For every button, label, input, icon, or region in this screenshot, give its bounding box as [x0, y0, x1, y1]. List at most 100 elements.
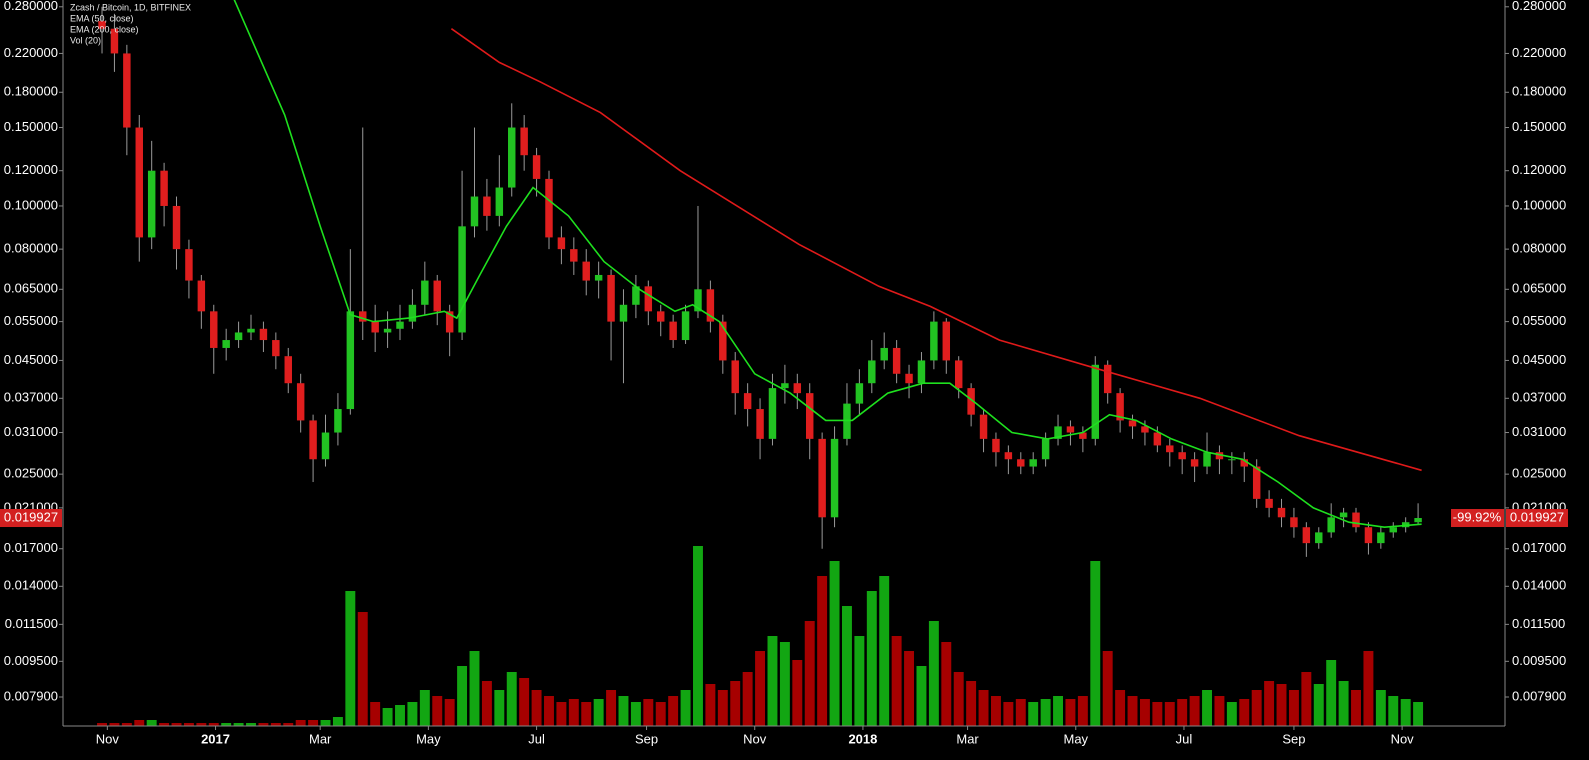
volume-bar — [1077, 696, 1088, 726]
volume-bar — [841, 606, 852, 726]
candle-body — [843, 403, 851, 439]
candle-body — [259, 328, 268, 341]
y-tick-label: 0.025000 — [1512, 466, 1566, 481]
candle-body — [570, 249, 578, 262]
candle-body — [197, 280, 206, 312]
x-tick-label: Sep — [635, 731, 658, 746]
volume-bar — [97, 723, 107, 726]
volume-bar — [308, 720, 319, 726]
volume-bar — [879, 576, 890, 726]
candle-body — [359, 311, 367, 322]
volume-bar — [283, 723, 294, 726]
volume-bar — [941, 642, 952, 726]
y-tick-label: 0.150000 — [4, 119, 58, 134]
volume-bar — [1288, 690, 1299, 726]
y-tick-label: 0.100000 — [4, 197, 58, 212]
y-tick-label: 0.007900 — [4, 688, 58, 703]
volume-bar — [1251, 690, 1262, 726]
y-tick-label: 0.280000 — [1512, 0, 1566, 13]
candle-body — [222, 340, 230, 348]
candle-body — [433, 280, 441, 312]
volume-bar — [1388, 696, 1399, 726]
candle-body — [657, 311, 665, 322]
y-tick-label: 0.009500 — [4, 653, 58, 668]
volume-bar — [1226, 702, 1237, 726]
candle-body — [1066, 426, 1075, 433]
volume-bar — [1065, 699, 1076, 726]
volume-bar — [854, 636, 865, 726]
y-tick-label: 0.055000 — [1512, 313, 1566, 328]
candle-body — [1141, 426, 1149, 433]
candle-body — [545, 178, 553, 238]
volume-bar — [531, 690, 542, 726]
y-tick-label: 0.065000 — [4, 281, 58, 296]
volume-bar — [481, 681, 492, 726]
volume-bar — [568, 699, 579, 726]
candle-body — [135, 127, 143, 238]
candle-body — [1103, 364, 1112, 394]
volume-bar — [1363, 651, 1374, 726]
volume-bar — [606, 690, 617, 726]
volume-bar — [779, 642, 790, 726]
x-tick-label: 2018 — [848, 731, 877, 746]
volume-bar — [1338, 681, 1349, 726]
x-tick-label: Mar — [309, 731, 332, 746]
volume-bar — [196, 723, 207, 726]
volume-bar — [506, 672, 517, 726]
candle-body — [1215, 452, 1224, 460]
candle-body — [147, 170, 156, 238]
candle-body — [644, 286, 653, 312]
candle-body — [1364, 527, 1373, 544]
y-tick-label: 0.065000 — [1512, 281, 1566, 296]
candle-body — [719, 321, 727, 361]
volume-bar — [469, 651, 480, 726]
volume-bar — [804, 621, 815, 726]
volume-bar — [432, 696, 443, 726]
candle-body — [346, 311, 355, 410]
y-tick-label: 0.011500 — [1512, 616, 1565, 631]
candle-body — [383, 328, 392, 333]
price-marker — [0, 509, 62, 528]
x-tick-label: Jul — [1176, 731, 1193, 746]
candle-body — [781, 383, 789, 389]
candle-body — [160, 170, 168, 206]
x-tick-label: Jul — [528, 731, 545, 746]
legend-entry: EMA (50, close) — [70, 13, 134, 23]
volume-bar — [556, 702, 567, 726]
candle-body — [582, 261, 590, 281]
candle-body — [1128, 420, 1137, 427]
price-label: 0.019927 — [4, 509, 58, 524]
volume-bar — [332, 717, 343, 726]
candle-body — [185, 249, 193, 281]
candle-body — [1352, 512, 1360, 528]
y-tick-label: 0.025000 — [4, 466, 58, 481]
volume-bar — [258, 723, 269, 726]
volume-bar — [109, 723, 120, 726]
candle-body — [234, 332, 243, 341]
candle-body — [892, 347, 901, 374]
x-tick-label: Mar — [956, 731, 979, 746]
x-tick-label: Nov — [1391, 731, 1415, 746]
change-marker — [1451, 509, 1504, 528]
volume-bar — [221, 723, 232, 726]
volume-bar — [134, 720, 145, 726]
price-marker — [1506, 509, 1568, 528]
volume-bar — [1127, 696, 1138, 726]
x-tick-label: May — [1063, 731, 1088, 746]
volume-bar — [755, 651, 766, 726]
volume-bar — [320, 720, 331, 726]
candle-body — [508, 127, 516, 188]
change-label: -99.92% — [1453, 509, 1502, 524]
candle-body — [532, 155, 541, 179]
volume-bar — [966, 681, 977, 726]
candle-body — [1327, 517, 1335, 533]
y-tick-label: 0.007900 — [1512, 688, 1566, 703]
candle-body — [1252, 466, 1261, 499]
candle-body — [694, 289, 702, 312]
volume-bar — [1164, 702, 1175, 726]
volume-bar — [1326, 660, 1337, 726]
candle-body — [607, 274, 615, 322]
volume-bar — [1028, 702, 1039, 726]
candle-body — [458, 226, 466, 333]
